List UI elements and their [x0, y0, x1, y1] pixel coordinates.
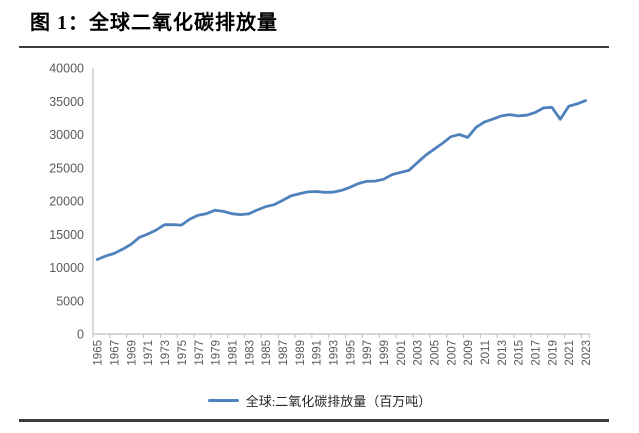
x-tick-label: 1993: [328, 340, 340, 366]
x-tick-label: 2021: [564, 340, 576, 366]
y-tick-label: 10000: [49, 261, 84, 275]
legend-line-marker: [207, 398, 239, 403]
x-tick-label: 1977: [194, 340, 206, 366]
x-tick-label: 1969: [126, 340, 138, 366]
page-footer-divider: [19, 419, 609, 422]
y-tick-label: 20000: [49, 195, 84, 209]
y-tick-label: 35000: [49, 95, 84, 109]
y-tick-label: 25000: [49, 161, 84, 175]
x-tick-label: 2017: [531, 340, 543, 366]
legend-label: 全球:二氧化碳排放量（百万吨）: [245, 394, 432, 409]
co2-emissions-chart: 0 5000 10000 15000 20000 25000 30000 35000 40000…: [0, 55, 639, 385]
y-tick-label: 5000: [56, 294, 84, 308]
x-tick-label: 1965: [93, 340, 105, 366]
x-tick-label: 1971: [143, 340, 155, 366]
x-tick-label: 2023: [581, 340, 593, 366]
x-tick-label: 1995: [345, 340, 357, 366]
x-tick-label: 1973: [160, 340, 172, 366]
x-tick-label: 1975: [177, 340, 189, 366]
x-tick-label: 1987: [278, 340, 290, 366]
x-tick-label: 2005: [430, 340, 442, 366]
x-tick-label: 2003: [413, 340, 425, 366]
emissions-line: [95, 99, 587, 261]
x-tick-label: 2019: [547, 340, 559, 366]
x-tick-label: 1989: [295, 340, 307, 366]
y-tick-label: 15000: [49, 228, 84, 242]
x-tick-label: 1997: [362, 340, 374, 366]
chart-canvas: 0 5000 10000 15000 20000 25000 30000 35000 40000…: [49, 62, 593, 366]
x-tick-label: 2011: [480, 340, 492, 365]
y-tick-label: 0: [77, 328, 84, 342]
x-tick-label: 2009: [463, 340, 475, 366]
chart-legend: 全球:二氧化碳排放量（百万吨）: [0, 391, 639, 410]
x-tick-label: 1983: [244, 340, 256, 366]
x-tick-label: 1985: [261, 340, 273, 366]
x-tick-label: 2015: [514, 340, 526, 366]
x-tick-label: 1999: [379, 340, 391, 366]
x-tick-label: 1991: [312, 340, 324, 366]
x-tick-label: 2001: [396, 340, 408, 366]
y-tick-label: 30000: [49, 128, 84, 142]
title-divider: [19, 46, 609, 48]
x-tick-label: 1979: [211, 340, 223, 366]
x-tick-label: 1981: [227, 340, 239, 366]
x-tick-label: 1967: [110, 340, 122, 366]
x-tick-label: 2007: [446, 340, 458, 366]
x-tick-label: 2013: [497, 340, 509, 366]
figure-title: 图 1：全球二氧化碳排放量: [30, 12, 278, 34]
y-tick-label: 40000: [49, 62, 84, 76]
